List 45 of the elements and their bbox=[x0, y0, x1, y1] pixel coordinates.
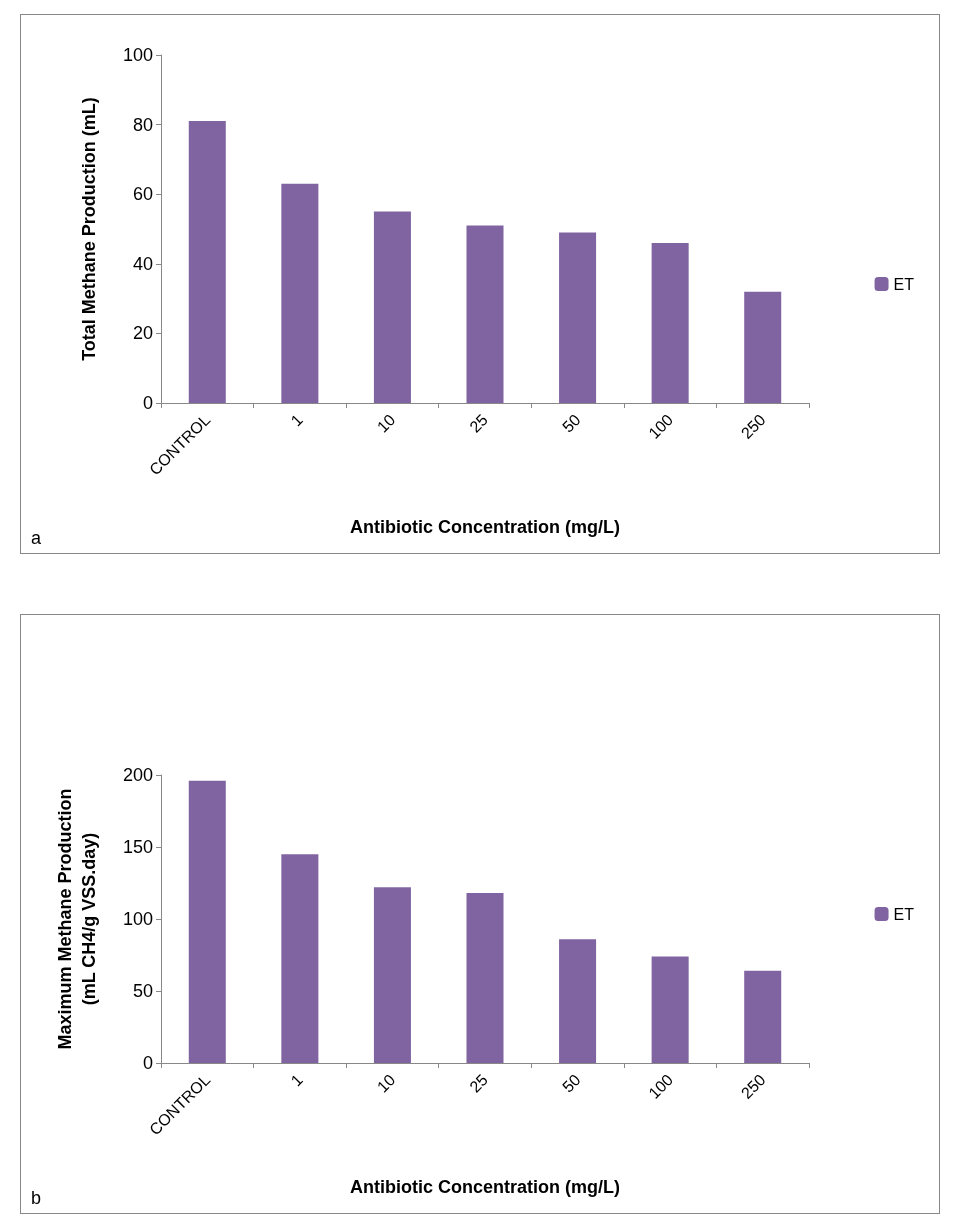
y-axis-title: Total Methane Production (mL) bbox=[79, 97, 99, 361]
y-tick-label: 100 bbox=[122, 909, 153, 929]
bar bbox=[559, 232, 597, 403]
x-tick-label: 100 bbox=[645, 1070, 677, 1102]
y-tick-label: 0 bbox=[142, 393, 153, 413]
y-tick-label: 0 bbox=[142, 1053, 153, 1073]
bar bbox=[466, 225, 504, 403]
x-tick-label: 1 bbox=[287, 1070, 306, 1090]
y-tick-label: 100 bbox=[122, 45, 153, 65]
x-tick-label: 100 bbox=[645, 410, 677, 442]
x-tick-label: 25 bbox=[466, 410, 492, 436]
bar bbox=[651, 956, 689, 1063]
bar bbox=[559, 939, 597, 1063]
bar bbox=[373, 887, 411, 1063]
y-tick-label: 60 bbox=[132, 184, 153, 205]
bar bbox=[188, 780, 226, 1063]
bar bbox=[188, 121, 226, 403]
x-tick-label: 250 bbox=[737, 1070, 769, 1102]
x-axis-title: Antibiotic Concentration (mg/L) bbox=[350, 1177, 620, 1197]
bar bbox=[281, 854, 319, 1063]
y-tick-label: 150 bbox=[122, 837, 153, 857]
x-tick-label: 250 bbox=[737, 410, 769, 442]
text: b bbox=[31, 1188, 42, 1208]
y-axis-title: Maximum Methane Production (mL CH4/g VSS.day) bbox=[55, 788, 99, 1050]
x-axis-title: Antibiotic Concentration (mg/L) bbox=[350, 517, 620, 537]
bar bbox=[281, 183, 319, 403]
bar bbox=[373, 211, 411, 403]
y-tick-label: 20 bbox=[132, 323, 153, 344]
bar bbox=[466, 893, 504, 1063]
y-tick-label: 200 bbox=[122, 765, 153, 785]
text: a bbox=[31, 528, 42, 548]
x-tick-label: 1 bbox=[287, 410, 306, 430]
x-tick-label: 10 bbox=[373, 1070, 399, 1096]
x-tick-label: 50 bbox=[558, 1070, 584, 1096]
y-tick-label: 50 bbox=[132, 981, 153, 1001]
bar bbox=[651, 242, 689, 403]
bar bbox=[744, 970, 782, 1063]
legend-label: ET bbox=[893, 275, 915, 293]
x-tick-label: 25 bbox=[466, 1070, 492, 1096]
y-tick-label: 80 bbox=[132, 114, 153, 135]
y-tick-label: 40 bbox=[132, 253, 153, 274]
legend-label: ET bbox=[893, 905, 915, 923]
x-tick-label: 10 bbox=[373, 410, 399, 436]
x-tick-label: 50 bbox=[558, 410, 584, 436]
bar bbox=[744, 291, 782, 403]
